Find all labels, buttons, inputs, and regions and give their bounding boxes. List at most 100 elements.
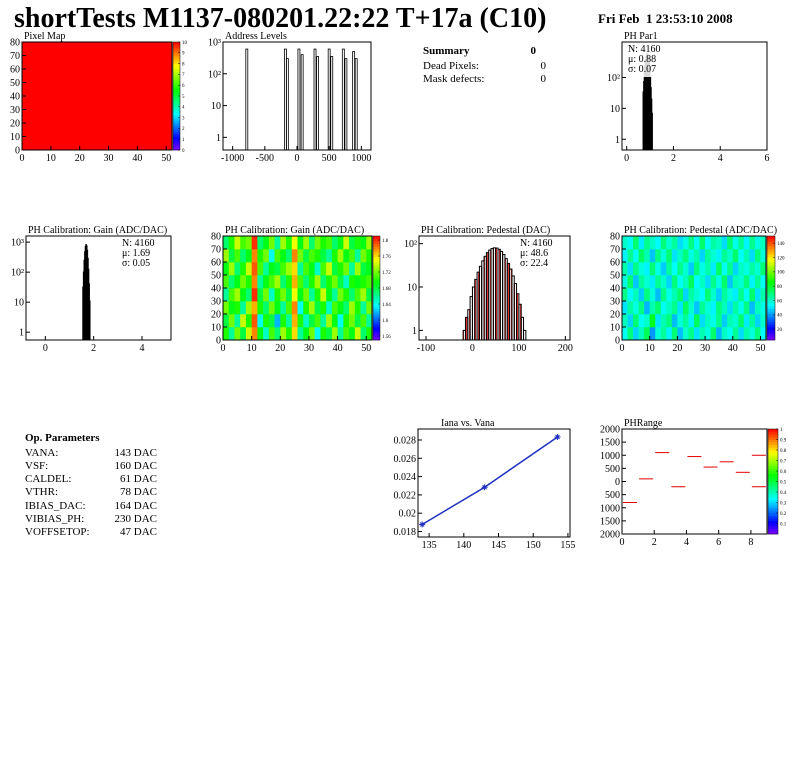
x-tick-label: 30 [700,343,710,354]
y-tick-label: 1 [615,135,620,146]
heatmap-cell [716,249,722,263]
palette-step [767,241,775,245]
z-tick-label: 80 [777,285,783,290]
heatmap-cell [228,288,235,302]
op-name: VSF: [25,460,48,472]
palette-step [373,285,380,289]
heatmap-cell [354,314,361,328]
y-tick-label: 500 [605,490,620,501]
heatmap-cell [280,301,287,315]
heatmap-cell [223,249,230,263]
heatmap-cell [343,327,350,341]
heatmap-cell [688,327,695,341]
z-tick-label: 1.64 [382,303,391,308]
heatmap-cell [666,327,673,341]
z-tick-label: 1.56 [382,335,391,340]
y-tick-label: 2000 [600,425,620,436]
heatmap-cell [320,249,327,263]
heatmap-cell [721,301,728,315]
heatmap-cell [314,249,321,263]
z-tick-label: 0.3 [780,501,787,506]
heatmap-cell [699,236,706,250]
heatmap-cell [754,249,761,263]
heatmap-cell [754,236,761,250]
heatmap-cell [234,262,241,276]
palette-step [373,321,380,325]
palette-step [373,254,380,258]
palette-step [767,295,775,299]
palette-step [373,301,380,304]
palette-step [768,497,778,501]
palette-step [768,478,778,482]
heatmap-cell [337,249,344,263]
heatmap-cell [228,236,235,250]
op-value: 230 DAC [115,513,157,525]
heatmap-cell [749,301,756,315]
heatmap-cell [337,301,344,315]
palette-step [767,254,775,258]
heatmap-cell [699,249,706,263]
heatmap-cell [627,236,634,250]
palette-step [173,42,180,45]
palette-step [373,243,380,247]
heatmap-cell [760,314,767,328]
palette-step [373,295,380,299]
heatmap-cell [727,288,734,302]
palette-step [173,125,180,129]
heatmap-cell [749,275,756,289]
heatmap-cell [343,288,350,302]
y-tick-label: 0.02 [399,509,417,520]
x-tick-label: 50 [361,343,371,354]
heatmap-cell [303,301,310,315]
chart: Iana vs. Vana 135 140 145 150 155 0.018 0.02 0.0… [394,418,576,551]
heatmap-cell [308,288,315,302]
heatmap-cell [366,314,373,328]
heatmap-cell [738,301,745,315]
heatmap-cell [228,262,235,276]
marker [419,521,426,528]
x-tick-label: 2 [671,153,676,164]
heatmap-cell [749,262,756,276]
palette-step [768,455,778,459]
heatmap-cell [655,262,662,276]
x-tick-label: 155 [560,540,575,551]
stats-box [119,237,163,271]
heatmap-cell [749,288,756,302]
heatmap-cell [716,314,722,328]
heatmap-cell [627,327,634,341]
heatmap-cell [234,327,241,341]
heatmap-cell [326,249,333,263]
heatmap-cell [666,236,673,250]
heatmap-cell [644,301,650,315]
heatmap-cell [732,275,739,289]
heatmap-cell [760,275,767,289]
heatmap-cell [274,262,281,276]
heatmap-cell [644,288,650,302]
palette-step [767,243,775,247]
y-tick-label: 2000 [600,530,620,541]
heatmap-cell [291,262,298,276]
heatmap-cell [655,249,662,263]
heatmap-cell [622,327,628,341]
palette-step [767,316,775,320]
stats-text: μ: 0.88 [628,54,656,65]
heatmap-cell [721,249,728,263]
palette-frame [766,235,776,341]
palette-step [768,520,778,524]
x-tick-label: 50 [161,153,171,164]
palette-step [767,321,775,325]
heatmap-cell [627,262,634,276]
heatmap-cell [749,236,756,250]
heatmap-cell [644,275,650,289]
heatmap-cell [263,275,270,289]
y-tick-label: 60 [211,258,221,269]
op-title: Op. Parameters [25,432,100,444]
heatmap-cell [699,275,706,289]
palette-step [173,44,180,48]
heatmap-cell [688,314,695,328]
heatmap-cell [705,301,711,315]
y-tick-label: 0.024 [394,472,417,483]
z-tick-label: 10 [182,41,188,46]
heatmap-cell [738,288,745,302]
